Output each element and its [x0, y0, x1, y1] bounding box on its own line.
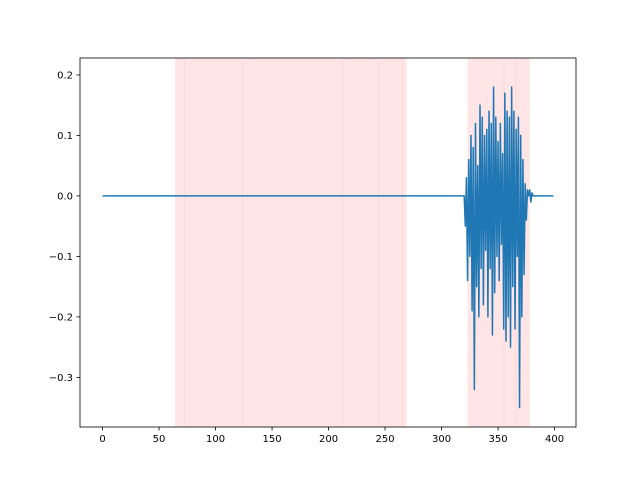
- highlight-span: [402, 58, 407, 427]
- x-tick-label: 250: [376, 434, 395, 445]
- x-tick-label: 150: [263, 434, 282, 445]
- y-tick-label: 0.2: [57, 70, 73, 81]
- highlight-span: [255, 58, 343, 427]
- x-tick-label: 50: [153, 434, 166, 445]
- x-tick-label: 400: [545, 434, 564, 445]
- highlight-span: [174, 58, 186, 427]
- y-tick-label: 0.1: [57, 131, 73, 142]
- x-tick-label: 100: [206, 434, 225, 445]
- y-tick-label: −0.3: [49, 373, 73, 384]
- x-tick-label: 200: [319, 434, 338, 445]
- y-tick-label: 0.0: [57, 191, 73, 202]
- highlight-span: [184, 58, 243, 427]
- plot-frame: [79, 57, 577, 428]
- highlight-span: [242, 58, 256, 427]
- data-line: [102, 86, 554, 409]
- highlight-span: [342, 58, 379, 427]
- x-tick-label: 0: [99, 434, 105, 445]
- x-tick-label: 300: [432, 434, 451, 445]
- y-tick-label: −0.1: [49, 252, 73, 263]
- x-tick-label: 350: [489, 434, 508, 445]
- highlight-span: [378, 58, 403, 427]
- y-tick-label: −0.2: [49, 312, 73, 323]
